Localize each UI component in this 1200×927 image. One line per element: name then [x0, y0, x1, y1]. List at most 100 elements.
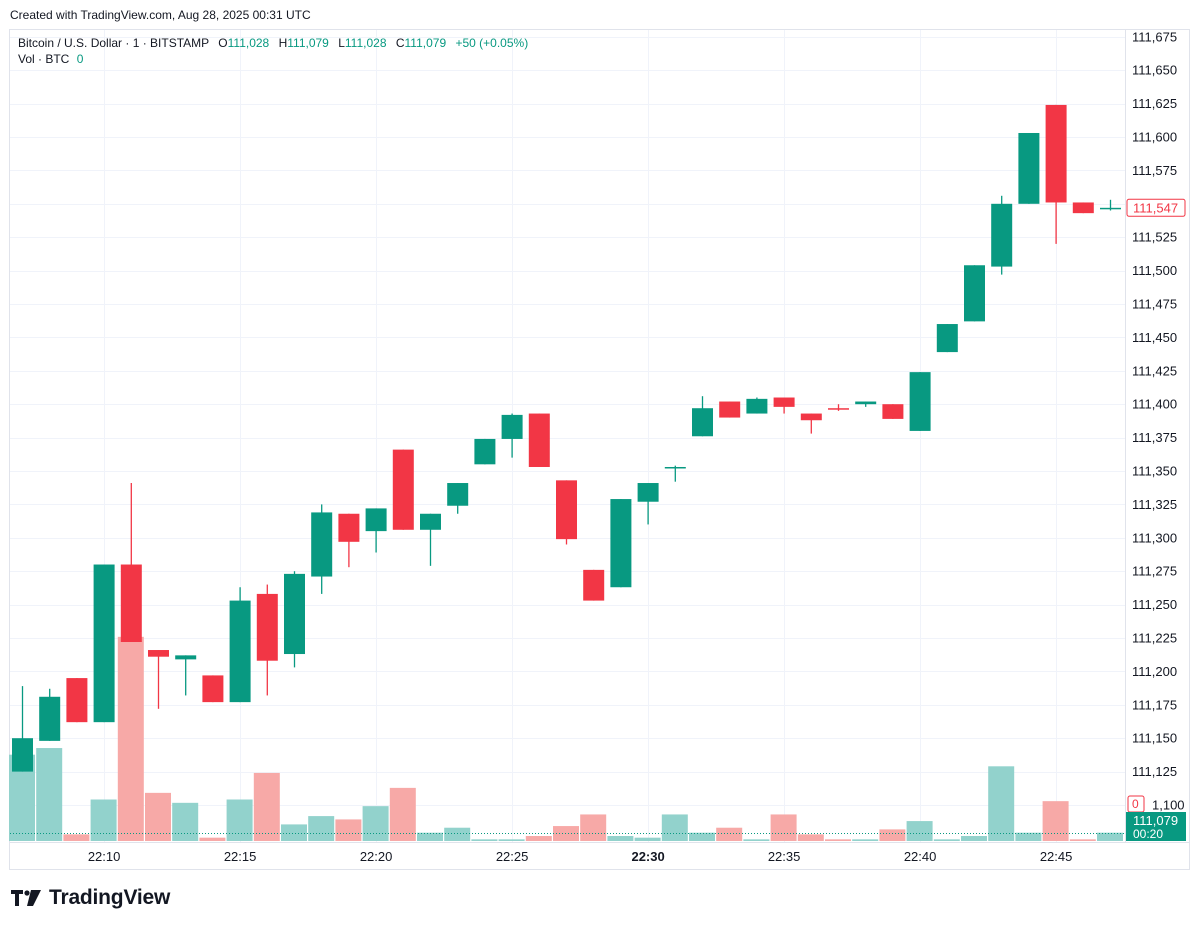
low-value: 111,028	[344, 36, 387, 50]
candle-body	[311, 512, 333, 577]
time-tick-label: 22:10	[88, 849, 121, 864]
open-label: O	[218, 36, 228, 50]
price-tick-label: 111,200	[1132, 664, 1177, 679]
volume-bar	[362, 806, 389, 841]
tradingview-brand[interactable]: TradingView	[11, 886, 170, 910]
volume-bar	[525, 836, 552, 841]
candle-body	[773, 397, 795, 407]
price-tick-label: 111,625	[1132, 96, 1177, 111]
volume-bar	[1042, 801, 1069, 841]
grid-lines	[10, 30, 1190, 843]
volume-bar	[852, 839, 879, 841]
close-value: 111,079	[404, 36, 447, 50]
candle-body	[447, 483, 469, 506]
volume-bar	[308, 816, 335, 841]
volume-bar	[117, 636, 144, 841]
volume-label: Vol · BTC	[18, 52, 70, 66]
candle-body	[175, 655, 197, 660]
close-price-text: 111,079	[1133, 813, 1178, 828]
candle-body	[664, 466, 686, 469]
candle-body	[229, 600, 251, 703]
candle-body	[964, 265, 985, 322]
volume-bar	[634, 837, 661, 841]
change-value: +50 (+0.05%)	[455, 36, 529, 50]
price-tick-label: 111,325	[1132, 497, 1177, 512]
time-tick-label: 22:20	[360, 849, 393, 864]
candle-body	[338, 513, 360, 542]
candle-body	[719, 401, 741, 418]
candle-body	[637, 483, 659, 502]
last-price-tag	[1126, 198, 1186, 217]
price-axis: 111,125 111,150 111,175 111,200 111,225 111,2…	[1132, 29, 1185, 812]
volume-bar	[199, 837, 226, 841]
close-label: C	[395, 36, 405, 50]
candle-body	[610, 499, 632, 588]
candle-body	[284, 573, 305, 655]
candle-body	[800, 413, 822, 421]
volume-bar	[961, 836, 987, 841]
candle-body	[1018, 132, 1040, 204]
time-tick-label: 22:15	[224, 849, 257, 864]
price-tick-label: 111,250	[1132, 597, 1177, 612]
candle-body	[256, 593, 278, 661]
time-tick-label: 22:45	[1040, 849, 1073, 864]
price-tick-label: 111,175	[1132, 697, 1177, 712]
volume-bar	[825, 839, 851, 841]
volume-bar	[1097, 832, 1123, 841]
volume-bars	[9, 636, 1123, 841]
close-price-tag	[1126, 812, 1186, 841]
last-price-text: 111,547	[1133, 200, 1178, 215]
volume-bar	[743, 839, 770, 841]
candle-body	[528, 413, 550, 467]
high-label: H	[278, 36, 288, 50]
volume-bar	[281, 824, 307, 841]
candle-body	[583, 569, 605, 601]
created-caption: Created with TradingView.com, Aug 28, 20…	[10, 8, 311, 22]
low-label: L	[338, 36, 345, 50]
chart-frame[interactable]	[9, 29, 1190, 870]
price-tick-label: 111,150	[1132, 731, 1177, 746]
volume-bar	[444, 827, 471, 841]
candle-body	[39, 696, 61, 741]
price-tick-label: 111,475	[1132, 297, 1177, 312]
price-tick-label: 111,125	[1132, 764, 1177, 779]
candle-body	[12, 738, 33, 772]
price-tick-label: 111,350	[1132, 464, 1177, 479]
candle-body	[365, 508, 387, 532]
candle-body	[66, 678, 88, 723]
price-tick-label: 1,100	[1152, 798, 1185, 813]
volume-bar	[933, 839, 960, 841]
symbol-row: Bitcoin / U.S. Dollar · 1 · BITSTAMP O11…	[18, 35, 528, 51]
volume-bar	[661, 814, 688, 841]
price-tick-label: 111,675	[1132, 29, 1177, 44]
price-tick-label: 111,300	[1132, 530, 1177, 545]
candle-body	[120, 564, 142, 643]
price-tick-label: 111,575	[1132, 163, 1177, 178]
volume-bar	[498, 839, 525, 841]
candle-body	[474, 438, 496, 465]
price-tick-label: 111,525	[1132, 230, 1177, 245]
volume-bar	[879, 829, 906, 841]
volume-bar	[36, 748, 63, 841]
volume-bar	[172, 802, 199, 841]
candle-body	[556, 480, 577, 540]
price-tick-label: 111,600	[1132, 130, 1177, 145]
candle-body	[855, 401, 877, 405]
volume-bar	[716, 827, 743, 841]
open-value: 111,028	[227, 36, 270, 50]
high-value: 111,079	[287, 36, 329, 50]
price-tick-label: 111,425	[1132, 363, 1177, 378]
chart-legend: Bitcoin / U.S. Dollar · 1 · BITSTAMP O11…	[18, 35, 528, 67]
volume-tag-text: 0	[1132, 797, 1139, 811]
price-tick-label: 111,225	[1132, 631, 1177, 646]
time-tick-label: 22:40	[904, 849, 937, 864]
price-tick-label: 111,375	[1132, 430, 1177, 445]
candle-body	[420, 513, 441, 530]
price-tick-label: 111,400	[1132, 397, 1177, 412]
price-tick-label: 111,650	[1132, 63, 1177, 78]
candle-body	[202, 675, 224, 703]
volume-value: 0	[76, 52, 84, 66]
volume-bar	[389, 787, 416, 841]
